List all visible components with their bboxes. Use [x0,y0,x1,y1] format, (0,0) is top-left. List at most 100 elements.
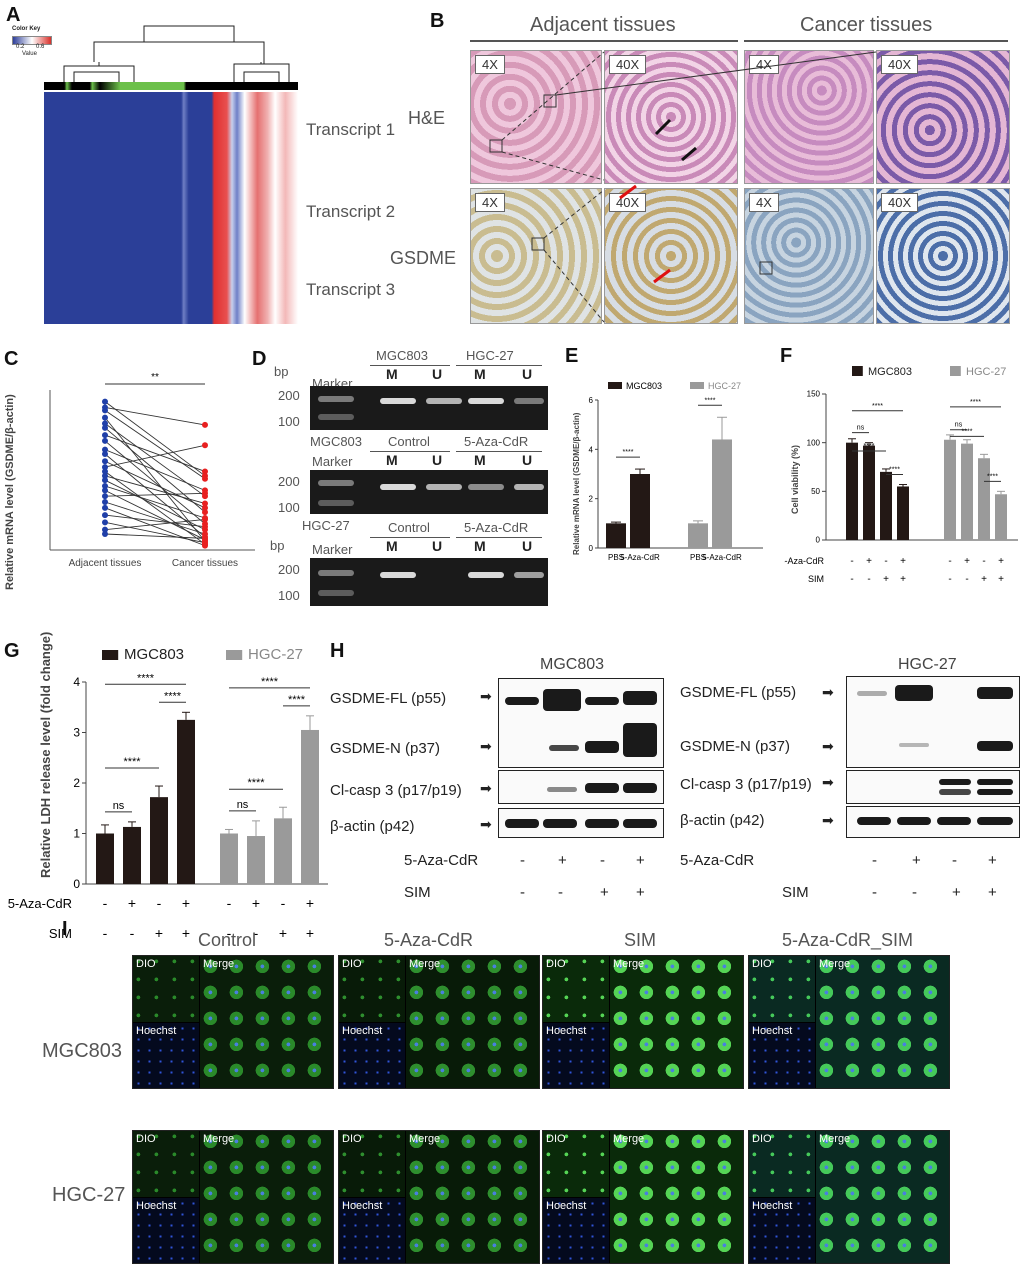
gsdme-cancer-4x: 4X [744,188,874,324]
pair-line [104,501,206,535]
fluor-col-combo: 5-Aza-CdR_SIM [782,930,914,950]
point-adjacent [102,487,108,494]
color-key-bar [12,36,52,45]
tile-label: Hoechst [136,1025,177,1037]
pair-line [104,449,206,491]
sign: - [520,852,525,869]
x-tick-label: 5-Aza-CdR [702,553,742,562]
y-tick-label: 6 [589,396,594,405]
sign-sim: - [130,925,135,941]
pair-line [104,417,206,542]
bar [220,833,238,884]
bar [606,523,626,548]
bar [961,443,973,540]
gel2-size-200: 200 [278,474,300,489]
sign: - [520,884,525,901]
panel-letter-d: D [252,348,267,370]
tile-label: Merge [409,1133,441,1145]
gel1-lane-4: U [522,366,533,382]
color-key-tick-high: 0.6 [36,44,45,50]
y-tick-label: 4 [73,675,80,689]
bar [863,445,875,540]
tile-merge: Merge [610,1131,743,1263]
tile-dio: DIO [133,956,199,1022]
legend-swatch [852,366,863,376]
point-adjacent [102,432,108,439]
tile-hoechst: Hoechst [133,1198,199,1263]
row-label-aza: 5-Aza-CdR [8,896,72,911]
fluor-col-aza: 5-Aza-CdR [384,930,474,950]
sign-aza: + [128,895,136,911]
gel3-bp: bp [270,538,285,553]
tile-label: DIO [546,1133,566,1145]
pair-line [104,485,206,519]
point-adjacent [102,451,108,457]
sign-aza: + [306,895,314,911]
y-tick-label: 0 [73,877,80,891]
sign-sim: - [948,574,951,585]
gel3-lane-4: U [522,538,533,554]
sign-aza: - [982,556,985,567]
mag-label: 4X [749,193,779,212]
wb-hgc-row-actin: β-actin (p42) [680,812,765,829]
pair-line [104,409,206,480]
sign-aza: - [103,895,108,911]
tile-label: DIO [136,1133,156,1145]
point-adjacent [102,424,108,431]
y-tick-label: 0 [589,544,594,553]
sign-aza: - [948,556,951,567]
x-tick-label: 5-Aza-CdR [620,553,660,562]
sig-label: ** [151,372,159,383]
bar [995,494,1007,540]
point-cancer [202,421,208,428]
gel-3 [310,558,548,606]
fluor-col-control: Control [198,930,257,950]
wb-hgc-row-n: GSDME-N (p37) [680,738,791,755]
sign-sim: - [965,574,968,585]
row-label-he: H&E [408,108,446,128]
wb-hgc-aza-label: 5-Aza-CdR [680,852,755,869]
gel3-lane-1: M [386,538,398,554]
wb-mgc-aza-label: 5-Aza-CdR [404,852,479,869]
sign-sim: - [850,574,853,585]
sig-label: **** [705,397,716,404]
tile-dio: DIO [133,1131,199,1197]
wb-mgc-row-casp: Cl-casp 3 (p17/p19) [330,782,462,799]
pair-line [104,489,206,541]
wb-hgc-actin [846,806,1020,838]
legend-label: HGC-27 [966,366,1006,378]
tile-label: Hoechst [342,1025,383,1037]
tile-label: Merge [613,958,645,970]
bar [301,729,319,884]
fluor-image: DIO Hoechst Merge [748,955,950,1089]
legend-swatch [690,382,704,389]
gel3-cell: HGC-27 [302,518,350,533]
wb-mgc-row-actin: β-actin (p42) [330,818,415,835]
wb-mgc-actin [498,808,664,838]
gel3-lane-2: U [432,538,443,554]
tile-label: Merge [203,958,235,970]
tile-dio: DIO [543,1131,609,1197]
sig-label: **** [164,690,182,702]
legend-swatch [950,366,961,376]
wb-hgc-row-casp: Cl-casp 3 (p17/p19) [680,776,812,793]
tile-hoechst: Hoechst [543,1023,609,1088]
sign-aza: + [998,556,1004,567]
bar [177,719,195,884]
wb-hgc-title: HGC-27 [898,656,957,673]
point-adjacent [102,420,108,427]
point-adjacent [102,519,108,526]
y-tick-label: 100 [807,438,821,447]
row-label-transcript-1: Transcript 1 [306,120,396,139]
tile-dio: DIO [749,956,815,1022]
pair-line [104,401,206,477]
color-key-tick-low: 0.2 [16,44,25,50]
fluor-image: DIO Hoechst Merge [132,1130,334,1264]
tile-dio: DIO [543,956,609,1022]
tile-hoechst: Hoechst [133,1023,199,1088]
sig-label: **** [970,399,981,406]
gsdme-adjacent-40x: 40X [604,188,738,324]
gel1-lane-3: M [474,366,486,382]
point-adjacent [102,512,108,519]
sign: - [912,884,917,901]
